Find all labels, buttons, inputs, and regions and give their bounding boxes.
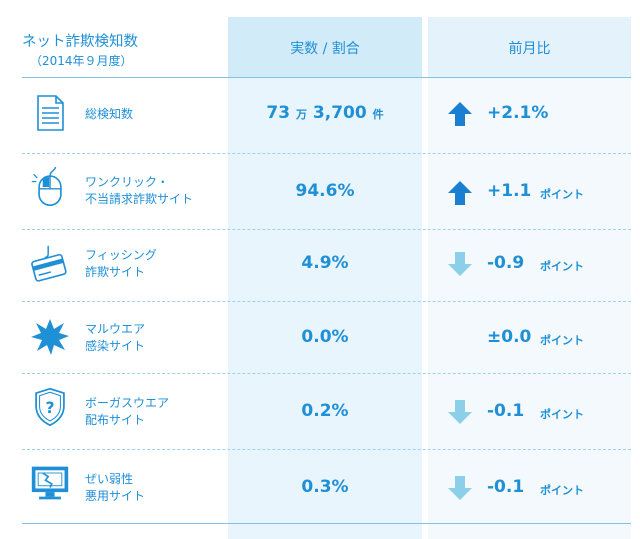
credit-card-hook-icon — [31, 245, 67, 282]
row-value: 0.0% — [301, 327, 349, 347]
row-label: ぜい弱性 悪用サイト — [85, 472, 146, 503]
mouse-icon — [31, 167, 62, 206]
row-label: 総検知数 — [85, 107, 134, 121]
row-value: 94.6% — [295, 181, 355, 201]
row-value: 73 万 3,700 件 — [266, 103, 384, 123]
prev-month-column-header: 前月比 — [508, 41, 551, 57]
actual-column-bg — [228, 17, 422, 539]
row-change-unit: ポイント — [540, 188, 584, 201]
row-label: マルウエア 感染サイト — [85, 322, 146, 353]
actual-header-bg — [228, 17, 422, 77]
burst-icon — [31, 319, 69, 355]
arrow-up-icon — [448, 102, 472, 126]
row-change: -0.1 — [487, 401, 525, 421]
row-change: +1.1 — [487, 181, 532, 201]
table-row: ? ボーガスウエア 配布サイト 0.2% -0.1 ポイント — [0, 373, 640, 449]
arrow-down-icon — [448, 400, 472, 424]
table-row: 総検知数 73 万 3,700 件 +2.1% — [0, 77, 640, 153]
actual-column-header: 実数 / 割合 — [290, 41, 360, 57]
arrow-down-icon — [448, 476, 472, 500]
shield-question-icon: ? — [35, 387, 65, 427]
table-bottom-line — [22, 523, 631, 524]
arrow-down-icon — [448, 252, 472, 276]
row-label: ボーガスウエア 配布サイト — [85, 396, 170, 427]
row-change: ±0.0 — [487, 327, 532, 347]
arrow-up-icon — [448, 181, 472, 205]
table-subtitle: （2014年９月度） — [30, 54, 133, 68]
row-divider — [22, 301, 631, 302]
row-value: 4.9% — [301, 253, 349, 273]
table-row: ぜい弱性 悪用サイト 0.3% -0.1 ポイント — [0, 449, 640, 523]
row-value: 0.2% — [301, 401, 349, 421]
svg-text:?: ? — [45, 398, 54, 417]
row-change: -0.9 — [487, 253, 525, 273]
broken-monitor-icon — [31, 466, 69, 500]
row-label: フィッシング 詐欺サイト — [85, 248, 157, 279]
row-change-unit: ポイント — [540, 334, 584, 347]
row-divider — [22, 153, 631, 154]
row-change-unit: ポイント — [540, 484, 584, 497]
row-value: 0.3% — [301, 477, 349, 497]
row-change-unit: ポイント — [540, 408, 584, 421]
row-divider — [22, 229, 631, 230]
row-change: +2.1% — [487, 103, 549, 123]
document-icon — [37, 95, 64, 131]
row-divider — [22, 449, 631, 450]
prev-header-bg — [428, 17, 631, 77]
row-divider — [22, 373, 631, 374]
header-divider — [22, 77, 631, 78]
table-row: マルウエア 感染サイト 0.0% ±0.0 ポイント — [0, 301, 640, 373]
table-row: ワンクリック・ 不当請求詐欺サイト 94.6% +1.1 ポイント — [0, 153, 640, 229]
table-row: フィッシング 詐欺サイト 4.9% -0.9 ポイント — [0, 229, 640, 301]
table-title: ネット詐欺検知数 — [22, 34, 138, 50]
row-change: -0.1 — [487, 477, 525, 497]
row-label: ワンクリック・ 不当請求詐欺サイト — [85, 175, 194, 206]
row-change-unit: ポイント — [540, 260, 584, 273]
